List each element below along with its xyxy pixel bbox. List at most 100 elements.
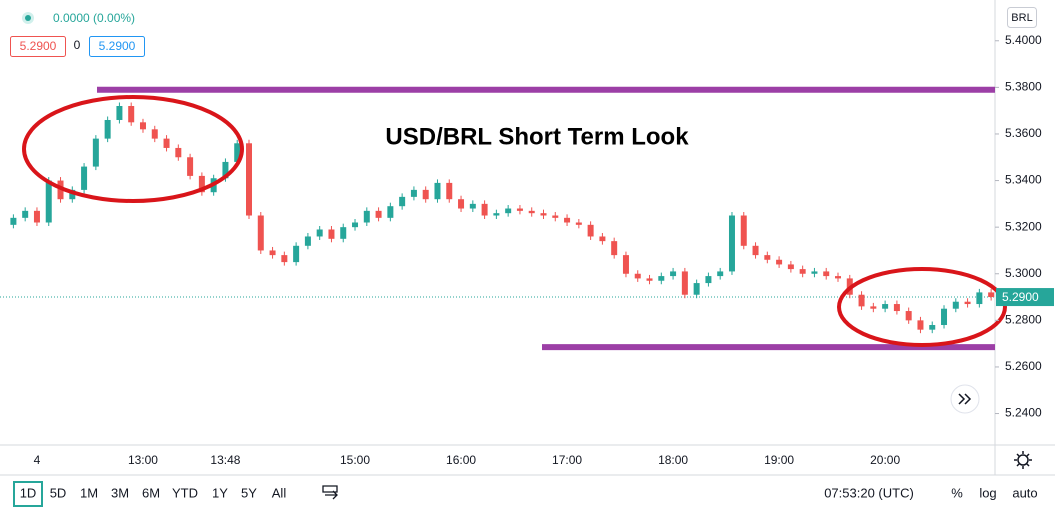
range-button[interactable]: 1D (20, 485, 37, 500)
x-tick-label: 19:00 (764, 453, 794, 467)
candle-body (693, 283, 700, 295)
candle-body (941, 308, 948, 326)
range-button[interactable]: 5D (50, 485, 67, 500)
candle-body (422, 189, 429, 200)
highlight-ellipse (837, 267, 1007, 347)
candle-body (870, 306, 877, 309)
x-tick-label: 18:00 (658, 453, 688, 467)
candle-body (316, 229, 323, 237)
price-change: 0.0000 (0.00%) (53, 11, 135, 25)
candle-body (69, 189, 76, 200)
scale-option[interactable]: auto (1012, 485, 1037, 500)
candle-body (681, 271, 688, 295)
candle-body (293, 245, 300, 263)
candle-body (552, 215, 559, 218)
range-button[interactable]: 3M (111, 485, 129, 500)
y-tick-label: 5.2600 (1005, 359, 1042, 373)
candle-body (646, 278, 653, 281)
candle-body (128, 106, 135, 123)
candle-body (516, 208, 523, 211)
x-tick-label: 17:00 (552, 453, 582, 467)
range-button[interactable]: 5Y (241, 485, 257, 500)
candle-body (587, 224, 594, 237)
candle-body (458, 199, 465, 209)
last-price-tag (996, 288, 1054, 307)
candle-body (917, 320, 924, 330)
chart-title: USD/BRL Short Term Look (385, 123, 689, 150)
currency: BRL (1011, 12, 1032, 24)
currency-box[interactable] (1007, 7, 1037, 28)
x-tick-label: 13:00 (128, 453, 158, 467)
bid-box (10, 36, 66, 57)
plot-area (0, 86, 995, 351)
candle-body (929, 325, 936, 330)
candle-body (835, 276, 841, 279)
candle-body (658, 276, 665, 281)
y-tick-label: 5.3400 (1005, 173, 1042, 187)
spread: 0 (74, 38, 81, 52)
range-button[interactable]: All (272, 485, 287, 500)
candle-body (893, 304, 900, 312)
range-button[interactable]: 1M (80, 485, 98, 500)
candle-body (634, 273, 641, 279)
candle-body (764, 255, 771, 260)
toolbar: 1D 5D 1M 3M 6M YTD 1Y 5Y All 07:53:20 (UTC)% log au… (13, 481, 1038, 507)
candle-body (776, 259, 783, 265)
candle-body (964, 301, 971, 305)
candle-body (728, 215, 735, 272)
candle-body (858, 294, 865, 307)
x-tick-label: 16:00 (446, 453, 476, 467)
candle-body (752, 245, 759, 256)
candle-body (387, 206, 394, 218)
candle-body (116, 106, 123, 120)
candle-body (505, 208, 512, 214)
x-tick-label: 4 (34, 453, 41, 467)
scale-option[interactable]: log (979, 485, 996, 500)
candle-body (622, 255, 629, 274)
candle-body (481, 203, 488, 216)
compare-icon[interactable] (322, 485, 338, 500)
candle-body (882, 304, 889, 309)
candle-body (446, 182, 453, 200)
candle-body (269, 250, 276, 256)
candle-body (92, 138, 99, 167)
candle-body (540, 213, 547, 216)
candle-body (988, 292, 995, 298)
candle-body (799, 269, 806, 274)
status-dot (25, 15, 31, 21)
candle-body (399, 196, 406, 207)
candle-body (104, 119, 111, 139)
x-tick-label: 15:00 (340, 453, 370, 467)
candle-body (363, 210, 370, 223)
candle-body (257, 215, 264, 251)
candle-body (469, 203, 476, 209)
settings-icon[interactable] (1017, 454, 1029, 466)
ask: 5.2900 (99, 39, 136, 53)
range-button[interactable]: YTD (172, 485, 198, 500)
range-button[interactable]: 1Y (212, 485, 228, 500)
candle-body (81, 166, 88, 190)
x-tick-label: 20:00 (870, 453, 900, 467)
candle-body (410, 189, 417, 197)
candle-body (328, 229, 335, 239)
candle-body (787, 264, 794, 270)
candle-body (528, 210, 535, 214)
y-tick-label: 5.2800 (1005, 313, 1042, 327)
x-tick-label: 13:48 (210, 453, 240, 467)
y-tick-label: 5.2400 (1005, 406, 1042, 420)
bid: 5.2900 (20, 39, 57, 53)
range-button[interactable]: 6M (142, 485, 160, 500)
y-tick-label: 5.3000 (1005, 266, 1042, 280)
candle-body (45, 180, 52, 223)
highlight-ellipse (22, 95, 244, 203)
candle-body (599, 236, 606, 242)
scroll-icon (958, 393, 972, 405)
scale-option[interactable]: % (951, 485, 963, 500)
clock: 07:53:20 (UTC) (824, 485, 914, 500)
candle-body (952, 301, 959, 309)
candle-body (670, 271, 677, 277)
ask-box (89, 36, 145, 57)
candle-body (575, 222, 582, 225)
